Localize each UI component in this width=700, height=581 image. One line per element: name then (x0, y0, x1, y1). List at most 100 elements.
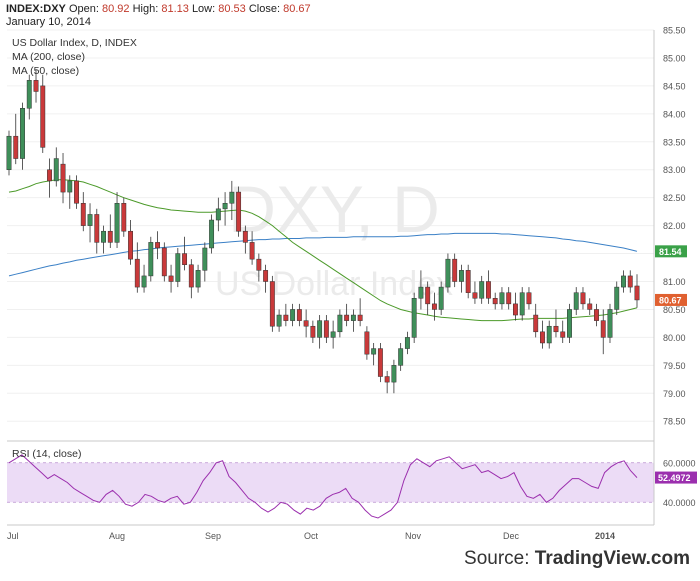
candle-body (141, 275, 147, 288)
candle-body (222, 203, 228, 210)
legend-ma200[interactable]: MA (200, close) (12, 51, 85, 63)
candle-body (634, 285, 640, 301)
high-label: High: (132, 3, 159, 15)
candle (560, 320, 566, 343)
candle-body (202, 247, 208, 271)
time-tick-label: Dec (503, 531, 520, 541)
ma-price-tag (655, 245, 687, 258)
candle-body (40, 85, 46, 148)
candle-body (573, 292, 579, 310)
candle-body (155, 242, 161, 249)
candle-body (458, 270, 464, 282)
candle (269, 275, 275, 332)
close-label: Close: (248, 3, 281, 15)
candle (310, 320, 316, 343)
candle (594, 303, 599, 327)
price-axis: 85.50 85.00 84.50 84.00 83.50 83.00 82.50 82.00… (655, 26, 687, 427)
candle-body (236, 191, 242, 232)
candle (350, 309, 356, 332)
candle (357, 298, 363, 327)
candle-body (134, 258, 140, 288)
rsi-current-tag-text: 52.4972 (658, 473, 691, 483)
candle (452, 253, 458, 288)
candle-body (492, 298, 498, 305)
candle (236, 186, 242, 237)
header-date: January 10, 2014 (6, 16, 92, 28)
candle (513, 292, 518, 321)
candle-body (627, 275, 633, 288)
candle (533, 303, 539, 338)
legend-rsi[interactable]: RSI (14, close) (12, 448, 82, 460)
candle (40, 74, 46, 153)
candle (249, 231, 255, 265)
candle (33, 69, 39, 103)
candle-body (479, 281, 485, 299)
rsi-current-tag (655, 471, 697, 484)
price-tick-label: 85.00 (663, 53, 686, 63)
candle-body (506, 292, 512, 305)
time-tick-label: Oct (304, 531, 319, 541)
price-tick-label: 83.50 (663, 137, 686, 147)
candle (344, 303, 350, 327)
candle (323, 315, 329, 343)
candle (114, 192, 120, 248)
candle-body (209, 219, 215, 249)
candle-body (621, 275, 626, 288)
candle (506, 287, 512, 310)
candle-body (485, 281, 491, 299)
candle-body (74, 180, 79, 204)
candle (290, 303, 296, 327)
rsi-tick-label: 40.0000 (663, 498, 696, 508)
candle-body (256, 258, 262, 271)
candle (276, 309, 282, 332)
candle (431, 292, 437, 321)
candle-body (344, 314, 350, 321)
legend-title[interactable]: US Dollar Index, D, INDEX (12, 37, 137, 49)
symbol-label: INDEX:DXY (6, 3, 66, 15)
price-tick-label: 85.50 (663, 26, 686, 36)
candle (445, 253, 451, 293)
candle (80, 192, 86, 232)
candle (438, 281, 444, 316)
candle-body (499, 292, 505, 305)
candle (74, 175, 79, 209)
candle-body (337, 314, 343, 333)
candle-body (128, 230, 133, 260)
candle (175, 247, 181, 288)
candle-body (580, 292, 586, 305)
candle (330, 320, 336, 349)
candle-body (526, 292, 532, 305)
candle-body (533, 314, 539, 333)
time-axis: Jul Aug Sep Oct Nov Dec 2014 (7, 524, 654, 541)
time-tick-label: Sep (205, 531, 221, 541)
candle (13, 113, 19, 165)
candle (580, 287, 586, 310)
candle (161, 242, 167, 282)
candle-body (587, 303, 593, 310)
candle (398, 342, 404, 371)
candle (107, 214, 113, 248)
candle-body (283, 314, 289, 321)
candle-body (323, 320, 329, 338)
candle-body (445, 258, 451, 288)
source-prefix: Source: (464, 548, 530, 569)
candle (202, 242, 208, 282)
watermark-symbol: DXY, D (228, 172, 440, 246)
candle-body (114, 203, 120, 243)
candle (465, 264, 471, 299)
candle-body (519, 292, 525, 316)
candle (168, 264, 174, 293)
candle (567, 303, 572, 343)
candle-body (33, 80, 39, 92)
candle-body (121, 203, 127, 232)
candle (371, 342, 377, 366)
candle (472, 281, 478, 304)
candle-body (614, 286, 620, 310)
candle (215, 197, 221, 232)
candle (87, 203, 93, 243)
candle-body (296, 309, 302, 321)
candle-body (188, 264, 194, 288)
candle-body (377, 348, 383, 377)
legend-ma50[interactable]: MA (50, close) (12, 65, 80, 77)
